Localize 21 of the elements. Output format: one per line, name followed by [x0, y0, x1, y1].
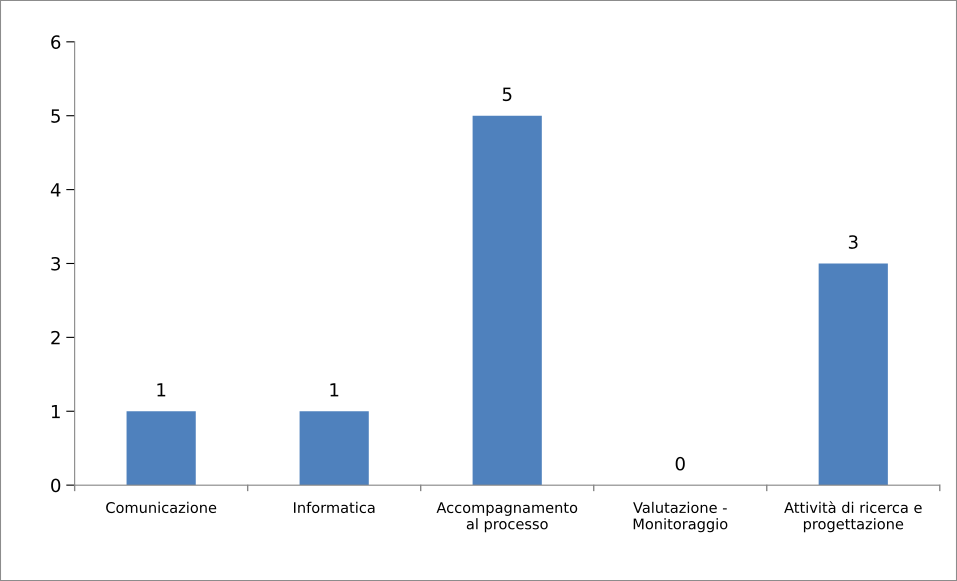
- y-tick-label: 6: [51, 35, 60, 49]
- y-tick-label: 2: [51, 330, 60, 344]
- y-tick-label: 3: [51, 256, 60, 271]
- x-tick-label: Attività di ricerca e progettazione: [784, 501, 922, 532]
- bar: [126, 411, 196, 486]
- y-tick-label: 4: [50, 183, 60, 196]
- y-tick-label: 5: [51, 109, 60, 123]
- data-label: 3: [848, 235, 858, 249]
- y-tick-label: 0: [51, 478, 60, 492]
- x-tick-label: Valutazione - Monitoraggio: [633, 502, 728, 532]
- data-label: 1: [157, 383, 166, 396]
- bar: [818, 263, 888, 486]
- x-tick-label: Accompagnamento al processo: [436, 502, 578, 532]
- data-label: 0: [676, 456, 685, 471]
- data-label: 1: [330, 383, 338, 396]
- x-tick-label: Comunicazione: [106, 502, 216, 514]
- bar: [300, 411, 369, 486]
- bar: [472, 116, 542, 486]
- x-tick-label: Informatica: [294, 502, 374, 514]
- data-label: 5: [502, 88, 512, 102]
- y-tick-label: 1: [52, 404, 60, 418]
